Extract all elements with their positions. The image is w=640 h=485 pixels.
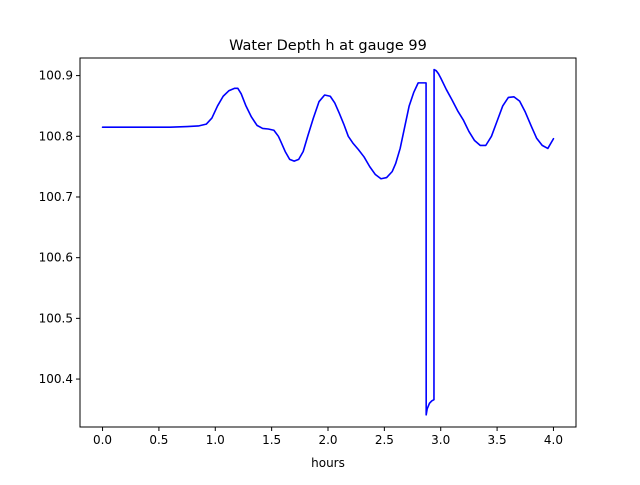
- x-tick-label: 0.0: [93, 433, 112, 447]
- data-layer: [101, 68, 555, 416]
- series-line-0: [101, 68, 555, 416]
- plot-area: [80, 58, 576, 427]
- x-axis: 0.0 0.5 1.0 1.5 2.0 2.5 3.0 3.5 4.0: [93, 427, 563, 447]
- y-tick-label: 100.6: [39, 251, 73, 265]
- x-tick-label: 2.0: [318, 433, 337, 447]
- y-tick-label: 100.8: [39, 129, 73, 143]
- y-tick-label: 100.9: [39, 69, 73, 83]
- x-tick-label: 2.5: [375, 433, 394, 447]
- x-tick-label: 4.0: [544, 433, 563, 447]
- x-tick-label: 1.0: [206, 433, 225, 447]
- x-tick-label: 1.5: [262, 433, 281, 447]
- y-tick-label: 100.4: [39, 372, 73, 386]
- x-tick-label: 3.5: [488, 433, 507, 447]
- y-axis: 100.4 100.5 100.6 100.7 100.8 100.9: [39, 69, 80, 386]
- x-tick-label: 3.0: [431, 433, 450, 447]
- x-tick-label: 0.5: [149, 433, 168, 447]
- x-axis-label: hours: [311, 456, 345, 470]
- y-tick-label: 100.5: [39, 311, 73, 325]
- y-tick-label: 100.7: [39, 190, 73, 204]
- chart-title: Water Depth h at gauge 99: [229, 38, 427, 54]
